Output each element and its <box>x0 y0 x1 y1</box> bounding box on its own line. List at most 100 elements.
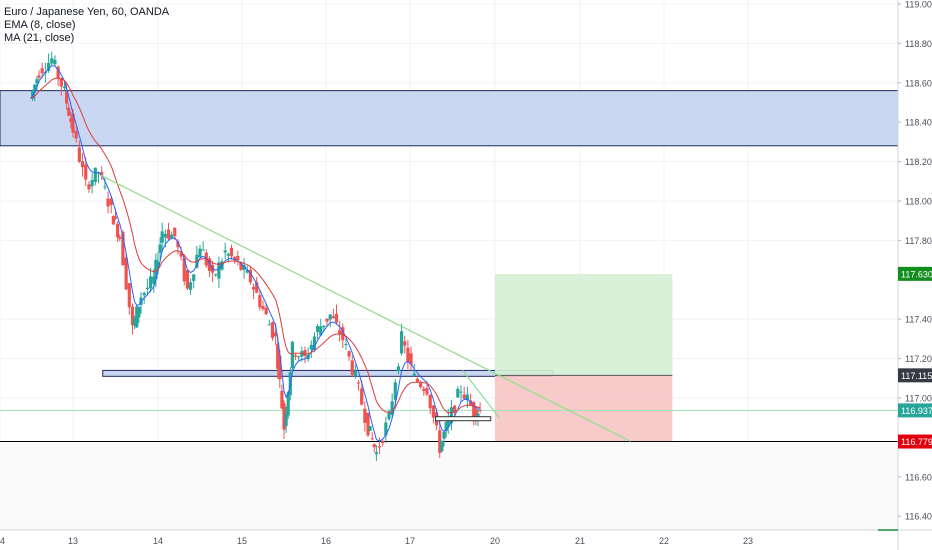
candle-body <box>284 413 288 427</box>
candle-body <box>360 388 364 405</box>
stop-zone <box>495 375 673 442</box>
candle-body <box>37 75 41 78</box>
candle-body <box>306 355 310 360</box>
candle-body <box>353 370 357 377</box>
ema-line <box>30 64 481 442</box>
candle-body <box>113 216 118 219</box>
candle-body <box>363 408 367 423</box>
candle-body <box>446 417 450 427</box>
target-price-label: 117.630 <box>901 269 932 279</box>
y-tick-label: 117.200 <box>905 354 932 364</box>
candle-body <box>233 257 237 261</box>
candle-body <box>431 405 435 418</box>
candle-body <box>100 172 104 176</box>
y-tick-label: 119.000 <box>905 0 932 9</box>
candle-body <box>179 252 183 257</box>
candle-body <box>384 422 388 436</box>
target-price-label-bg <box>898 266 932 281</box>
candle-body <box>462 394 466 399</box>
candle-body <box>74 131 78 139</box>
ma-line <box>30 77 481 414</box>
small-box <box>435 416 492 422</box>
candle-body <box>223 250 227 253</box>
candle-body <box>50 58 54 64</box>
candle-body <box>390 401 394 415</box>
drawings <box>100 174 631 442</box>
candle-body <box>77 147 81 162</box>
candle-body <box>472 402 476 418</box>
candle-body <box>347 351 351 357</box>
candle-body <box>309 344 313 350</box>
candle-body <box>297 356 301 358</box>
candle-body <box>198 248 202 258</box>
y-tick-label: 118.200 <box>905 157 932 167</box>
candle-body <box>264 307 268 315</box>
candle-body <box>62 86 67 89</box>
y-tick-label: 117.400 <box>905 315 932 325</box>
candle-body <box>286 392 290 416</box>
entry-price-label-bg <box>898 368 932 383</box>
candle-body <box>127 283 131 308</box>
candle-body <box>325 318 329 322</box>
candle-body <box>267 324 271 326</box>
candle-body <box>182 257 186 282</box>
candle-body <box>406 347 410 362</box>
candle-body <box>59 78 63 87</box>
candle-body <box>170 234 174 239</box>
candle-body <box>207 258 212 272</box>
short-trendline <box>462 370 500 419</box>
symbol-title: Euro / Japanese Yen, 60, OANDA <box>4 6 170 18</box>
x-tick-label: 20 <box>490 536 500 546</box>
candle-body <box>201 249 205 251</box>
candle-body <box>331 316 335 318</box>
candle-body <box>251 286 256 290</box>
candle-body <box>188 282 193 290</box>
candle-body <box>116 223 120 238</box>
candle-body <box>290 341 294 368</box>
candle-body <box>226 253 230 256</box>
candle-body <box>366 412 370 436</box>
candle-body <box>145 287 149 290</box>
y-tick-label: 118.000 <box>905 196 932 206</box>
candle-body <box>393 382 397 400</box>
candle-body <box>173 227 177 237</box>
candle-body <box>276 344 280 369</box>
candle-body <box>338 330 342 335</box>
candle-body <box>130 306 135 326</box>
candle-body <box>374 452 378 455</box>
candle-body <box>133 318 137 326</box>
candle-body <box>142 292 146 296</box>
y-tick-label: 118.600 <box>905 78 932 88</box>
candle-body <box>444 422 448 432</box>
indicator-lines <box>30 64 481 442</box>
candle-body <box>456 388 460 398</box>
candle-body <box>239 262 243 270</box>
x-tick-label: 22 <box>659 536 669 546</box>
candle-body <box>387 411 391 420</box>
candle-body <box>478 409 482 411</box>
candle-body <box>316 325 320 333</box>
candle-body <box>334 313 339 323</box>
candle-body <box>192 274 196 281</box>
candle-body <box>166 229 171 239</box>
candle-body <box>356 382 361 384</box>
candle-body <box>419 382 423 388</box>
candle-body <box>154 259 158 280</box>
candle-body <box>67 107 71 116</box>
trendline <box>100 174 631 442</box>
x-tick-label: 14 <box>153 536 163 546</box>
candle-body <box>53 59 57 65</box>
candle-body <box>33 84 37 93</box>
resistance-zone <box>0 90 899 147</box>
candle-body <box>111 216 115 225</box>
candle-body <box>403 341 407 346</box>
ema-legend: EMA (8, close) <box>4 19 76 31</box>
candle-body <box>396 366 401 372</box>
candle-body <box>87 184 91 190</box>
candle-body <box>476 413 480 418</box>
y-tick-label: 118.400 <box>905 118 932 128</box>
candle-body <box>229 247 234 257</box>
current-price-label: 116.937 <box>901 406 932 416</box>
